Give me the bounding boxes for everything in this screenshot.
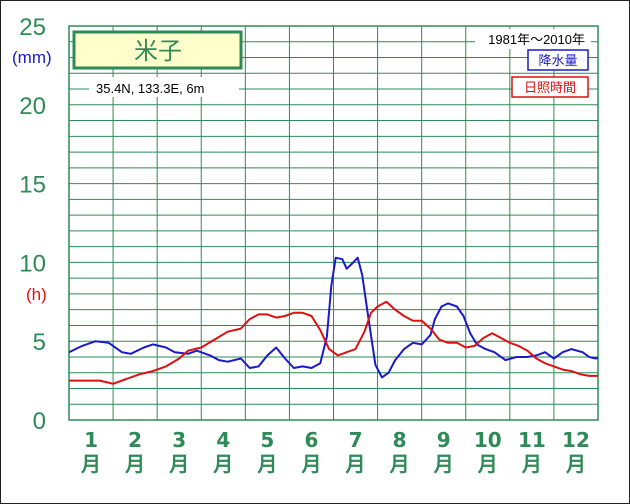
y-tick-label: 15 xyxy=(19,172,46,199)
x-tick-suffix: 月 xyxy=(300,452,321,476)
station-name: 米子 xyxy=(134,37,182,65)
y-tick-label: 0 xyxy=(33,408,46,435)
y-tick-label: 5 xyxy=(33,329,46,356)
x-tick-label: 4 xyxy=(216,428,230,452)
coords-backing xyxy=(89,77,239,97)
x-tick-label: 10 xyxy=(474,428,502,452)
x-tick-label: 2 xyxy=(128,428,142,452)
legend-sunshine-box xyxy=(511,76,589,98)
sunshine-unit-label: (h) xyxy=(26,285,47,304)
precip-unit-label: (mm) xyxy=(12,48,52,67)
y-tick-label: 25 xyxy=(19,14,46,41)
x-tick-suffix: 月 xyxy=(256,452,277,476)
x-tick-suffix: 月 xyxy=(389,452,410,476)
legend-precip-label: 降水量 xyxy=(538,54,577,69)
x-tick-suffix: 月 xyxy=(212,452,233,476)
x-tick-suffix: 月 xyxy=(565,452,586,476)
x-tick-label: 8 xyxy=(393,428,407,452)
legend-precip-box xyxy=(527,49,589,71)
x-tick-suffix: 月 xyxy=(80,452,101,476)
legend-sunshine-label: 日照時間 xyxy=(524,81,576,96)
x-tick-suffix: 月 xyxy=(521,452,542,476)
x-tick-label: 12 xyxy=(562,428,590,452)
station-box: 米子 xyxy=(72,30,243,70)
x-tick-suffix: 月 xyxy=(477,452,498,476)
legend: 降水量 日照時間 xyxy=(511,49,589,98)
period-label: 1981年〜2010年 xyxy=(488,32,585,47)
sunshine-line xyxy=(69,300,598,385)
x-tick-label: 7 xyxy=(349,428,363,452)
station-box-frame xyxy=(72,30,243,70)
x-tick-label: 9 xyxy=(437,428,451,452)
x-tick-suffix: 月 xyxy=(345,452,366,476)
x-tick-label: 3 xyxy=(172,428,186,452)
precip-line xyxy=(69,256,598,379)
x-tick-label: 6 xyxy=(304,428,318,452)
x-tick-label: 5 xyxy=(260,428,274,452)
y-tick-label: 10 xyxy=(19,250,46,277)
y-tick-label: 20 xyxy=(19,93,46,120)
plot-frame xyxy=(68,25,599,421)
grid xyxy=(68,25,599,421)
series-group xyxy=(69,256,598,385)
x-tick-label: 11 xyxy=(518,428,546,452)
x-tick-suffix: 月 xyxy=(124,452,145,476)
station-coords: 35.4N, 133.3E, 6m xyxy=(96,81,204,96)
period-backing xyxy=(475,29,591,49)
x-tick-suffix: 月 xyxy=(168,452,189,476)
x-tick-label: 1 xyxy=(84,428,98,452)
x-tick-suffix: 月 xyxy=(433,452,454,476)
